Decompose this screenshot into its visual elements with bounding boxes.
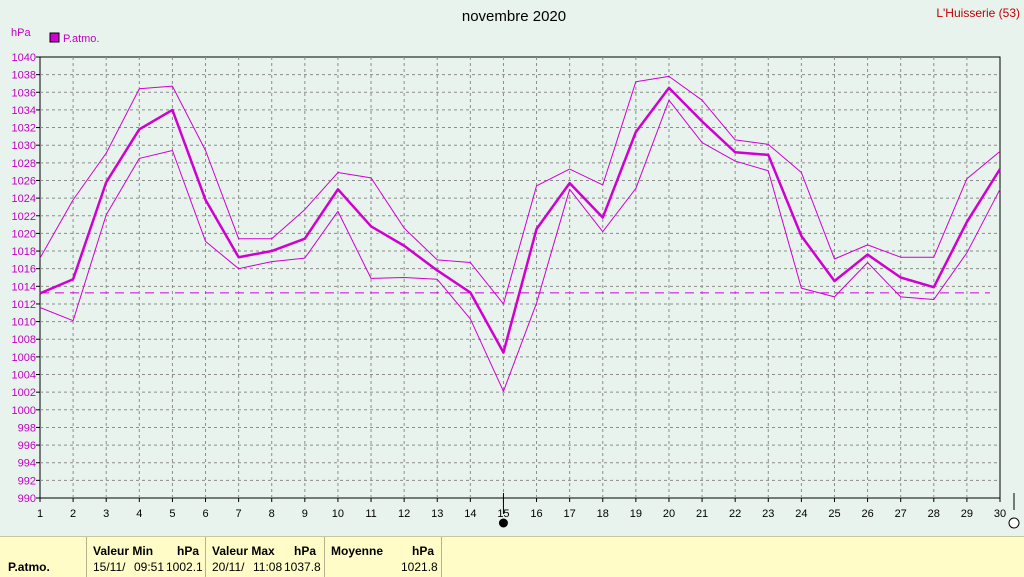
stats-panel: P.atmo. Valeur Min hPa 15/11/ 09:51 1002… — [0, 536, 1024, 577]
x-tick-label: 16 — [530, 508, 542, 520]
stats-max-unit: hPa — [294, 544, 317, 558]
y-tick-label: 1010 — [12, 317, 36, 329]
stats-max-date: 20/11/ — [212, 560, 245, 574]
y-tick-label: 1004 — [12, 370, 36, 382]
y-tick-label: 1008 — [12, 334, 36, 346]
series-lines — [39, 75, 1002, 392]
y-tick-label: 1018 — [12, 246, 36, 258]
station-name: L'Huisserie (53) — [936, 6, 1020, 20]
y-axis-ticks: 990 992 994 996 998 1000 1002 1004 1006 1008 1010 1… — [12, 52, 40, 505]
y-tick-label: 990 — [18, 493, 36, 505]
y-tick-label: 1028 — [12, 158, 36, 170]
x-tick-label: 17 — [564, 508, 576, 520]
x-tick-label: 13 — [431, 508, 443, 520]
x-tick-label: 21 — [696, 508, 708, 520]
x-tick-label: 20 — [663, 508, 675, 520]
y-tick-label: 1026 — [12, 175, 36, 187]
stats-max-cell: Valeur Max hPa 20/11/ 11:08 1037.8 — [206, 537, 325, 577]
y-tick-label: 1036 — [12, 87, 36, 99]
x-tick-label: 12 — [398, 508, 410, 520]
x-tick-label: 18 — [597, 508, 609, 520]
new-moon-icon — [498, 518, 508, 528]
legend-label: P.atmo. — [63, 33, 100, 45]
x-tick-label: 27 — [895, 508, 907, 520]
full-moon-icon — [1008, 517, 1020, 529]
y-tick-label: 1012 — [12, 299, 36, 311]
x-tick-label: 7 — [236, 508, 242, 520]
moon-markers — [498, 493, 1020, 529]
x-tick-label: 8 — [269, 508, 275, 520]
x-tick-label: 6 — [202, 508, 208, 520]
stats-max-label: Valeur Max — [212, 544, 275, 558]
y-tick-label: 1040 — [12, 52, 36, 64]
plot-area — [39, 56, 1001, 499]
x-tick-label: 1 — [37, 508, 43, 520]
y-tick-label: 996 — [18, 440, 36, 452]
y-tick-label: 1034 — [12, 105, 36, 117]
y-axis-unit: hPa — [11, 27, 31, 39]
stats-min-time: 09:51 — [134, 560, 165, 574]
stats-min-unit: hPa — [177, 544, 200, 558]
series-mean-line — [39, 86, 1002, 354]
chart-title: novembre 2020 — [462, 8, 566, 25]
y-tick-label: 1024 — [12, 193, 36, 205]
x-tick-label: 2 — [70, 508, 76, 520]
stats-mean-cell: Moyenne hPa 1021.8 — [325, 537, 442, 577]
series-min-line — [39, 99, 1001, 392]
stats-min-label: Valeur Min — [93, 544, 154, 558]
x-tick-label: 26 — [861, 508, 873, 520]
y-tick-label: 994 — [18, 458, 36, 470]
x-tick-label: 14 — [464, 508, 476, 520]
y-tick-label: 1038 — [12, 70, 36, 82]
y-tick-label: 1002 — [12, 387, 36, 399]
x-tick-label: 5 — [169, 508, 175, 520]
x-tick-label: 22 — [729, 508, 741, 520]
y-tick-label: 1030 — [12, 140, 36, 152]
y-tick-label: 1022 — [12, 211, 36, 223]
y-tick-label: 1032 — [12, 123, 36, 135]
x-axis-ticks: 1 2 3 4 5 6 7 8 9 10 11 12 13 14 15 16 17 18 19 20 21 22 23 24 2… — [37, 498, 1006, 520]
stats-mean-label: Moyenne — [331, 544, 384, 558]
stats-max-value: 1037.8 — [284, 560, 321, 574]
y-tick-label: 992 — [18, 475, 36, 487]
x-tick-label: 10 — [332, 508, 344, 520]
legend-swatch — [49, 32, 60, 43]
x-tick-label: 23 — [762, 508, 774, 520]
series-max-line — [39, 75, 1001, 305]
y-tick-label: 1006 — [12, 352, 36, 364]
x-tick-label: 3 — [103, 508, 109, 520]
x-tick-label: 9 — [302, 508, 308, 520]
y-tick-label: 1016 — [12, 264, 36, 276]
x-tick-label: 11 — [365, 508, 376, 520]
x-tick-label: 4 — [136, 508, 142, 520]
y-tick-label: 1020 — [12, 228, 36, 240]
pressure-chart: 9909929949969981000100210041006100810101… — [11, 6, 1020, 529]
x-tick-label: 28 — [928, 508, 940, 520]
y-tick-label: 998 — [18, 422, 36, 434]
stats-mean-value: 1021.8 — [401, 560, 438, 574]
stats-min-cell: Valeur Min hPa 15/11/ 09:51 1002.1 — [87, 537, 206, 577]
x-tick-label: 25 — [828, 508, 840, 520]
stats-min-value: 1002.1 — [166, 560, 203, 574]
x-tick-label: 19 — [630, 508, 642, 520]
x-tick-label: 29 — [961, 508, 973, 520]
x-tick-label: 24 — [795, 508, 807, 520]
stats-parameter: P.atmo. — [8, 560, 50, 574]
x-tick-label: 30 — [994, 508, 1006, 520]
stats-mean-unit: hPa — [412, 544, 435, 558]
stats-parameter-cell: P.atmo. — [0, 537, 87, 577]
y-tick-label: 1014 — [12, 281, 36, 293]
stats-min-date: 15/11/ — [93, 560, 126, 574]
stats-max-time: 11:08 — [253, 560, 283, 574]
y-tick-label: 1000 — [12, 405, 36, 417]
